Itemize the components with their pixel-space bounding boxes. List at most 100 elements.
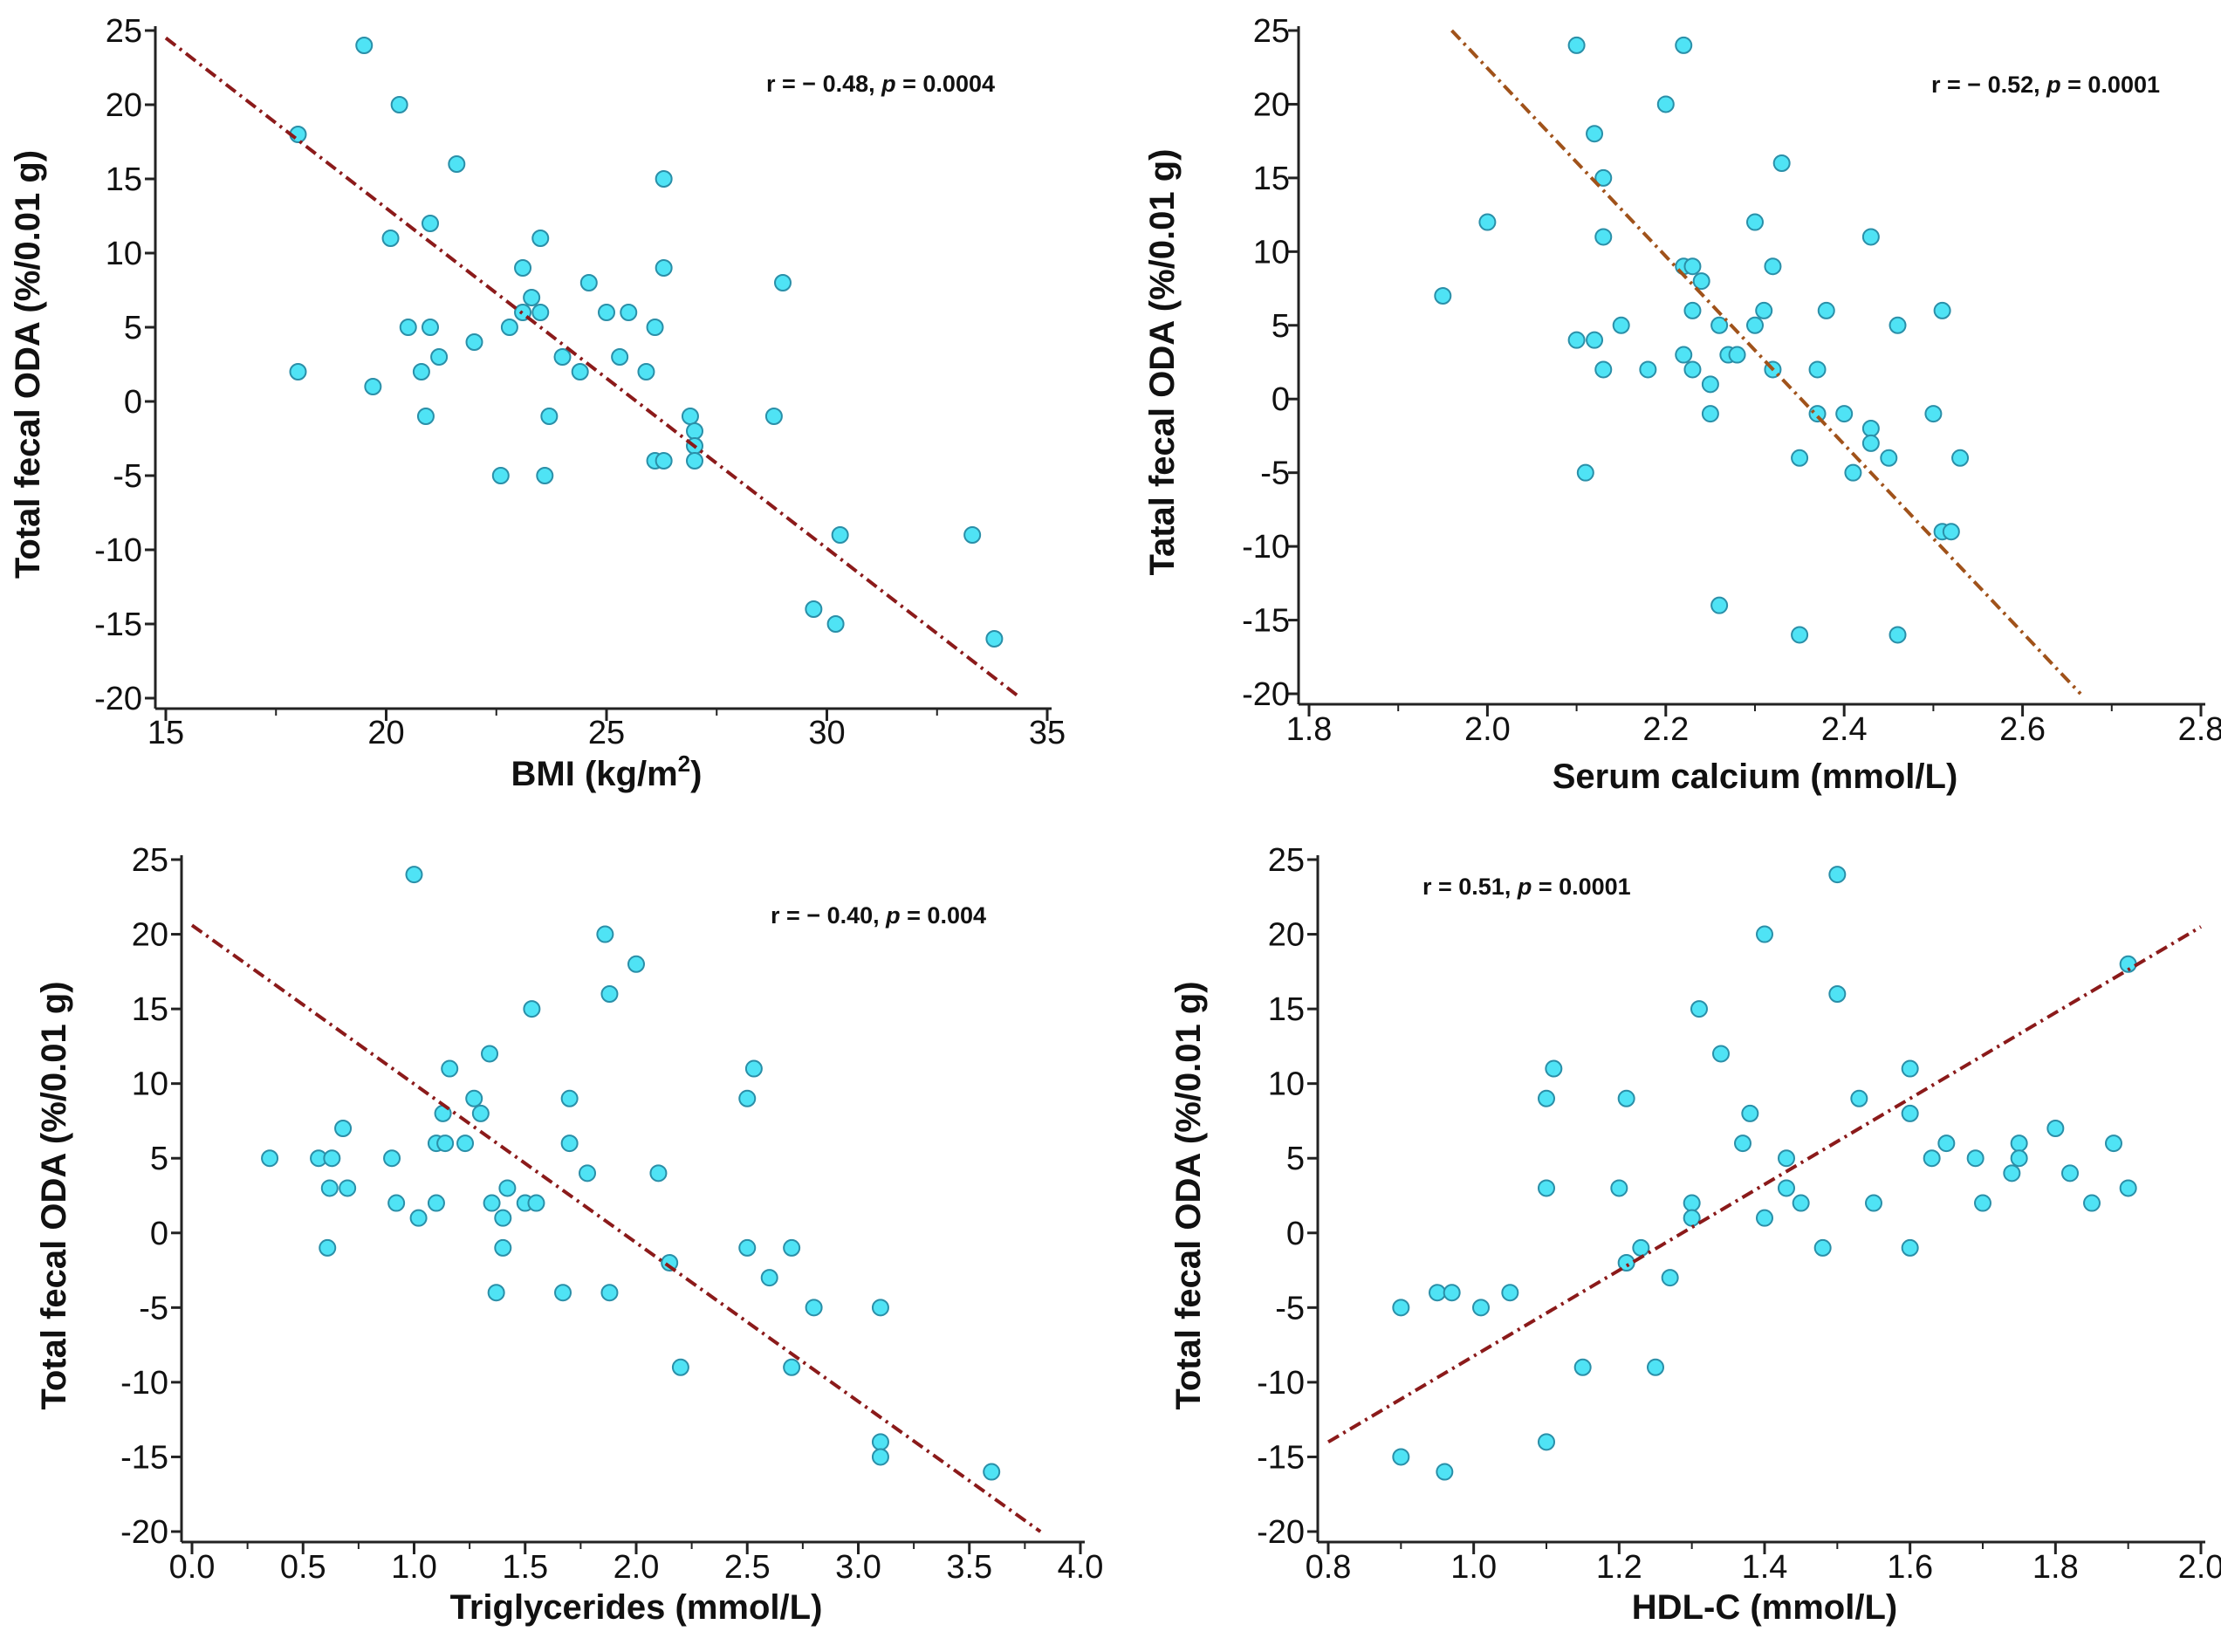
data-point bbox=[1478, 213, 1497, 231]
data-point bbox=[1701, 375, 1719, 394]
data-point bbox=[289, 363, 307, 380]
y-tick-label: -10 bbox=[1257, 1365, 1305, 1402]
y-tick-label: 15 bbox=[1268, 991, 1305, 1028]
data-point bbox=[744, 1059, 763, 1078]
data-point bbox=[527, 1194, 545, 1212]
x-tick-label: 2.6 bbox=[1999, 711, 2046, 748]
data-point bbox=[1683, 360, 1702, 379]
y-tick-label: -10 bbox=[94, 532, 142, 569]
data-point bbox=[1429, 1284, 1446, 1302]
data-point bbox=[686, 452, 703, 470]
x-tick-label: 35 bbox=[1029, 715, 1066, 751]
y-tick-label: -20 bbox=[1257, 1514, 1305, 1551]
chart-tg: 25 20 15 10 5 0 -5 -10 -15 -200.0 0.5 1.0 1.5 2.0 2.5 3… bbox=[35, 842, 1103, 1627]
data-point bbox=[1764, 257, 1782, 276]
x-tick-label: 2.5 bbox=[724, 1549, 771, 1586]
data-point bbox=[2061, 1164, 2079, 1182]
y-tick-label: -20 bbox=[120, 1514, 168, 1551]
data-point bbox=[339, 1179, 357, 1197]
data-point bbox=[831, 526, 849, 544]
data-point bbox=[1656, 95, 1675, 113]
data-point bbox=[2083, 1194, 2101, 1212]
y-tick-label: 20 bbox=[132, 917, 168, 954]
data-point bbox=[2046, 1120, 2065, 1137]
data-point bbox=[399, 319, 417, 336]
data-point bbox=[1850, 1089, 1868, 1107]
data-point bbox=[1701, 405, 1719, 423]
data-point bbox=[540, 408, 559, 425]
data-point bbox=[381, 230, 400, 247]
data-point bbox=[1901, 1104, 1919, 1122]
data-point bbox=[649, 1164, 668, 1182]
y-tick-label: 5 bbox=[1286, 1141, 1305, 1177]
y-tick-label: 10 bbox=[1253, 234, 1290, 271]
data-point bbox=[1901, 1059, 1919, 1078]
data-point bbox=[1772, 154, 1791, 172]
y-tick-label: 10 bbox=[1268, 1066, 1305, 1103]
x-tick-label: 2.4 bbox=[1821, 711, 1868, 748]
data-point bbox=[554, 1284, 572, 1302]
data-point bbox=[2010, 1134, 2028, 1153]
data-point bbox=[523, 289, 541, 306]
data-point bbox=[963, 526, 982, 544]
data-point bbox=[983, 1463, 1001, 1481]
data-point bbox=[491, 467, 510, 484]
data-point bbox=[655, 259, 673, 277]
x-tick-label: 2.0 bbox=[2178, 1549, 2221, 1586]
data-point bbox=[774, 274, 792, 291]
x-tick-label: 2.0 bbox=[1464, 711, 1511, 748]
stat-p-value: = 0.0001 bbox=[2061, 72, 2160, 98]
stat-p-label: p bbox=[2046, 72, 2061, 98]
stat-p-value: = 0.004 bbox=[901, 902, 986, 929]
data-point bbox=[1966, 1149, 1985, 1168]
x-tick-label: 0.8 bbox=[1306, 1549, 1352, 1586]
data-point bbox=[323, 1149, 341, 1168]
data-point bbox=[764, 408, 783, 425]
data-point bbox=[500, 319, 518, 336]
data-point bbox=[409, 1209, 428, 1227]
trend-line bbox=[190, 923, 1042, 1533]
data-point bbox=[334, 1120, 353, 1137]
data-point bbox=[611, 348, 629, 366]
data-point bbox=[1792, 1194, 1810, 1212]
data-point bbox=[483, 1194, 501, 1212]
data-point bbox=[738, 1238, 757, 1257]
data-point bbox=[1436, 1463, 1454, 1481]
data-point bbox=[627, 955, 645, 973]
y-tick-label: 5 bbox=[1272, 308, 1290, 345]
data-point bbox=[1612, 316, 1630, 334]
data-point bbox=[1937, 1134, 1956, 1153]
y-tick-label: 10 bbox=[106, 236, 142, 272]
data-point bbox=[1639, 360, 1657, 379]
x-tick-label: 1.0 bbox=[391, 1549, 437, 1586]
data-point bbox=[448, 155, 466, 173]
y-tick-label: 20 bbox=[1253, 86, 1290, 123]
stat-p-label: p bbox=[885, 902, 901, 929]
data-point bbox=[1817, 301, 1835, 319]
data-point bbox=[422, 215, 439, 232]
data-point bbox=[1683, 301, 1702, 319]
data-point bbox=[1712, 1045, 1730, 1063]
data-point bbox=[387, 1194, 406, 1212]
data-point bbox=[620, 304, 638, 321]
data-point bbox=[364, 378, 382, 395]
data-point bbox=[2003, 1164, 2021, 1182]
y-tick-label: -15 bbox=[94, 607, 142, 643]
data-point bbox=[1647, 1358, 1664, 1376]
y-tick-label: 25 bbox=[132, 842, 168, 879]
x-tick-label: 30 bbox=[808, 715, 845, 751]
y-tick-label: -10 bbox=[120, 1365, 168, 1402]
y-tick-label: -20 bbox=[94, 681, 142, 717]
data-point bbox=[427, 1194, 445, 1212]
data-point bbox=[1808, 405, 1827, 423]
data-point bbox=[436, 1134, 455, 1153]
data-point bbox=[1594, 168, 1613, 187]
y-axis-label: Total fecal ODA (%/0.01 g) bbox=[9, 150, 47, 579]
y-tick-label: 25 bbox=[106, 13, 142, 50]
x-tick-label: 2.8 bbox=[2178, 711, 2221, 748]
y-axis-label: Total fecal ODA (%/0.01 g) bbox=[35, 981, 73, 1409]
data-point bbox=[1617, 1089, 1635, 1107]
x-axis-label: HDL-C (mmol/L) bbox=[1632, 1588, 1897, 1627]
y-tick-label: 20 bbox=[1268, 917, 1305, 954]
stat-r-value: r = − 0.52, bbox=[1931, 72, 2046, 98]
